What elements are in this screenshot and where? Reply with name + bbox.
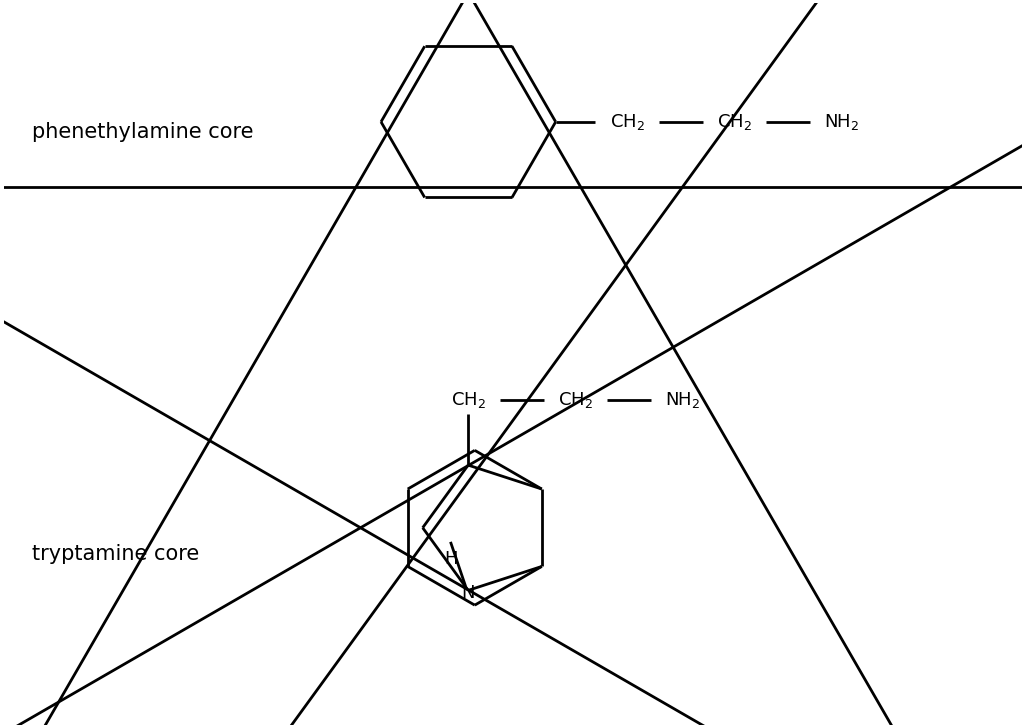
Text: phenethylamine core: phenethylamine core <box>32 122 253 142</box>
Text: CH$_2$: CH$_2$ <box>558 389 593 410</box>
Text: CH$_2$: CH$_2$ <box>609 112 644 132</box>
Text: H: H <box>444 550 458 568</box>
Text: tryptamine core: tryptamine core <box>32 544 199 563</box>
Text: NH$_2$: NH$_2$ <box>665 389 700 410</box>
Text: CH$_2$: CH$_2$ <box>450 389 485 410</box>
Text: CH$_2$: CH$_2$ <box>717 112 752 132</box>
Text: N: N <box>462 585 475 602</box>
Text: NH$_2$: NH$_2$ <box>824 112 859 132</box>
